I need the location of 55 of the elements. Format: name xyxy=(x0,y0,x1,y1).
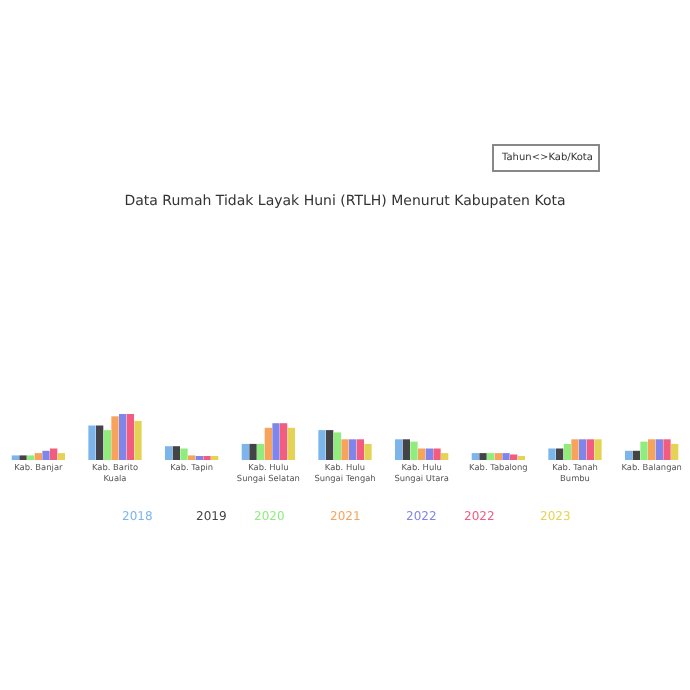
bar xyxy=(502,453,510,460)
bar xyxy=(264,427,272,460)
bar xyxy=(648,439,656,460)
bar xyxy=(433,448,441,460)
bar xyxy=(479,453,487,460)
bar xyxy=(471,453,479,460)
bar xyxy=(548,448,556,460)
bar xyxy=(134,420,142,460)
bar xyxy=(579,439,587,460)
bar xyxy=(341,439,349,460)
bar xyxy=(441,453,449,460)
bar xyxy=(563,443,571,460)
bar xyxy=(272,423,280,460)
bar xyxy=(494,453,502,460)
bar xyxy=(349,439,357,460)
bar xyxy=(88,425,96,460)
bar xyxy=(42,450,50,460)
bar xyxy=(280,423,288,460)
bar xyxy=(111,416,119,460)
bar xyxy=(395,439,403,460)
bar xyxy=(119,414,127,460)
bar xyxy=(333,432,341,460)
bar xyxy=(356,439,364,460)
bar xyxy=(249,443,257,460)
bar xyxy=(671,443,679,460)
bar xyxy=(556,448,564,460)
bar xyxy=(418,448,426,460)
bar xyxy=(287,427,295,460)
bar xyxy=(510,454,518,460)
bar xyxy=(126,414,134,460)
bar xyxy=(326,430,334,460)
bar xyxy=(318,430,326,460)
bar xyxy=(655,439,663,460)
bar xyxy=(364,443,372,460)
bar xyxy=(50,448,58,460)
bar xyxy=(425,448,433,460)
bar xyxy=(172,446,180,460)
bar xyxy=(487,453,495,460)
bar xyxy=(257,443,265,460)
bar xyxy=(571,439,579,460)
bar xyxy=(103,430,111,460)
bar xyxy=(241,443,249,460)
bar xyxy=(632,450,640,460)
bar xyxy=(410,441,418,460)
bar xyxy=(165,446,173,460)
bar xyxy=(625,450,633,460)
bar xyxy=(34,453,42,460)
bar xyxy=(663,439,671,460)
bar xyxy=(586,439,594,460)
bar xyxy=(96,425,104,460)
bar xyxy=(180,448,188,460)
bar xyxy=(594,439,602,460)
bar xyxy=(57,453,65,460)
bar xyxy=(640,441,648,460)
bar xyxy=(402,439,410,460)
